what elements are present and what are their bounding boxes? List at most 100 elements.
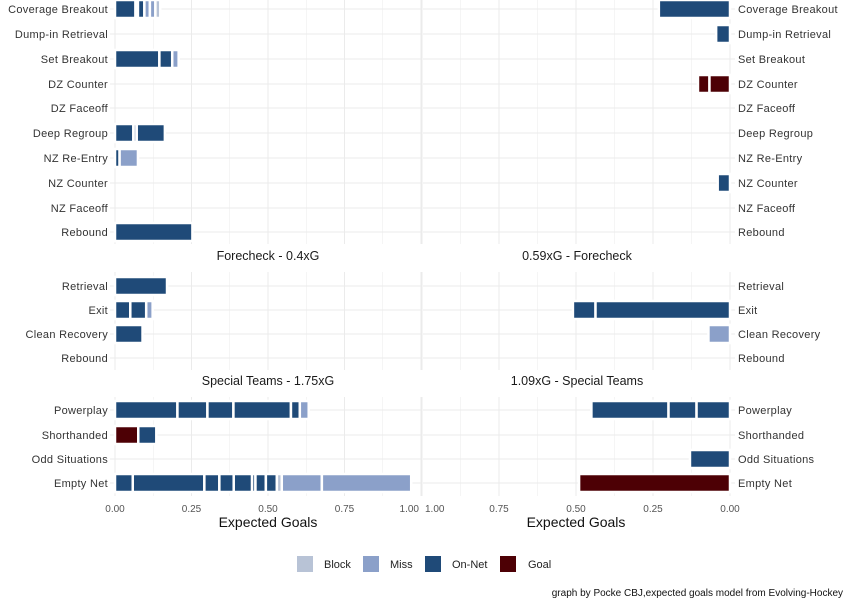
legend-label-onnet: On-Net [452, 559, 487, 571]
row-label-right: NZ Faceoff [738, 203, 796, 215]
legend-label-block: Block [324, 559, 351, 571]
row-label-left: DZ Faceoff [51, 103, 109, 115]
facet-title-left: Special Teams - 1.75xG [202, 374, 334, 388]
row-label-left: Odd Situations [32, 454, 109, 466]
bar-segment-block [154, 0, 162, 20]
row-label-left: Retrieval [62, 281, 108, 293]
row-label-right: Set Breakout [738, 54, 805, 66]
row-label-left: Dump-in Retrieval [15, 29, 108, 41]
row-label-right: Rebound [738, 353, 785, 365]
row-label-left: Rebound [61, 353, 108, 365]
bar-segment-goal [113, 424, 140, 446]
x-tick-label-left: 0.50 [258, 504, 278, 515]
bar-segment-onnet [206, 399, 235, 421]
bar-segment-onnet [289, 399, 302, 421]
row-label-right: DZ Faceoff [738, 103, 796, 115]
bar-segment-onnet [254, 472, 268, 494]
row-label-left: Clean Recovery [26, 329, 109, 341]
legend-swatch-block [297, 556, 313, 572]
x-tick-label-left: 0.00 [105, 504, 125, 515]
bar-segment-onnet [158, 48, 174, 70]
row-label-right: Clean Recovery [738, 329, 821, 341]
bar-segment-onnet [113, 399, 179, 421]
bar-segment-onnet [113, 299, 132, 321]
bar-segment-goal [696, 73, 711, 95]
bar-segment-onnet [203, 472, 221, 494]
facet-title-right: 0.59xG - Forecheck [522, 249, 633, 263]
x-tick-label-right: 0.00 [720, 504, 740, 515]
bar-segment-onnet [590, 399, 670, 421]
row-label-left: Powerplay [54, 405, 108, 417]
x-axis-title-left: Expected Goals [219, 514, 318, 530]
bar-segment-onnet [113, 472, 134, 494]
legend-label-goal: Goal [528, 559, 551, 571]
grid [110, 0, 735, 496]
row-label-right: Empty Net [738, 478, 792, 490]
legend-swatch-miss [363, 556, 379, 572]
row-label-left: Deep Regroup [33, 128, 108, 140]
row-label-left: Empty Net [54, 478, 108, 490]
row-label-right: Odd Situations [738, 454, 815, 466]
bar-segment-miss [118, 147, 140, 169]
bar-segment-goal [577, 472, 732, 494]
x-tick-label-right: 0.50 [566, 504, 586, 515]
facet-title-left: Forecheck - 0.4xG [217, 249, 320, 263]
bar-segment-onnet [137, 424, 158, 446]
x-tick-label-left: 0.75 [335, 504, 355, 515]
row-label-left: Set Breakout [41, 54, 108, 66]
row-label-left: Rebound [61, 227, 108, 239]
row-label-left: NZ Faceoff [51, 203, 109, 215]
row-label-right: Dump-in Retrieval [738, 29, 831, 41]
row-label-left: DZ Counter [48, 79, 108, 91]
row-label-right: Coverage Breakout [738, 4, 838, 16]
bar-segment-onnet [695, 399, 732, 421]
x-tick-label-right: 0.25 [643, 504, 663, 515]
bar-segment-miss [707, 323, 732, 345]
bar-segment-onnet [113, 221, 194, 243]
bar-segment-onnet [232, 472, 254, 494]
bar-segment-onnet [176, 399, 209, 421]
row-label-left: Coverage Breakout [8, 4, 108, 16]
bar-segment-onnet [113, 275, 169, 297]
bar-segment-onnet [716, 172, 732, 194]
bar-segment-onnet [113, 0, 137, 20]
bars [113, 0, 732, 494]
x-tick-label-right: 1.00 [425, 504, 445, 515]
bar-segment-onnet [657, 0, 732, 20]
row-label-right: DZ Counter [738, 79, 798, 91]
bar-segment-onnet [113, 48, 161, 70]
bar-segment-onnet [218, 472, 235, 494]
row-label-right: NZ Counter [738, 178, 798, 190]
x-tick-label-left: 0.25 [182, 504, 202, 515]
bar-segment-miss [144, 299, 154, 321]
row-label-right: Retrieval [738, 281, 784, 293]
row-label-right: Exit [738, 305, 758, 317]
row-label-right: Shorthanded [738, 430, 804, 442]
bar-segment-goal [708, 73, 732, 95]
row-label-left: NZ Counter [48, 178, 108, 190]
bar-segment-miss [170, 48, 180, 70]
facet-title-right: 1.09xG - Special Teams [511, 374, 643, 388]
x-axis-title-right: Expected Goals [527, 514, 626, 530]
row-label-left: NZ Re-Entry [44, 153, 109, 165]
labels: Coverage Breakout Coverage Breakout Dump-i… [8, 4, 838, 515]
bar-segment-onnet [232, 399, 293, 421]
bar-segment-onnet [113, 122, 135, 144]
row-label-right: Rebound [738, 227, 785, 239]
bar-segment-onnet [571, 299, 597, 321]
row-label-left: Exit [88, 305, 108, 317]
row-label-right: Deep Regroup [738, 128, 813, 140]
bar-segment-onnet [131, 472, 206, 494]
bar-segment-onnet [594, 299, 732, 321]
bar-segment-onnet [667, 399, 698, 421]
row-label-right: NZ Re-Entry [738, 153, 803, 165]
bar-segment-onnet [135, 122, 167, 144]
legend-swatch-goal [500, 556, 516, 572]
bar-segment-onnet [264, 472, 279, 494]
legend-swatch-onnet [425, 556, 441, 572]
bar-segment-onnet [714, 23, 732, 45]
bar-segment-miss [280, 472, 324, 494]
legend-label-miss: Miss [390, 559, 413, 571]
bar-segment-onnet [129, 299, 148, 321]
